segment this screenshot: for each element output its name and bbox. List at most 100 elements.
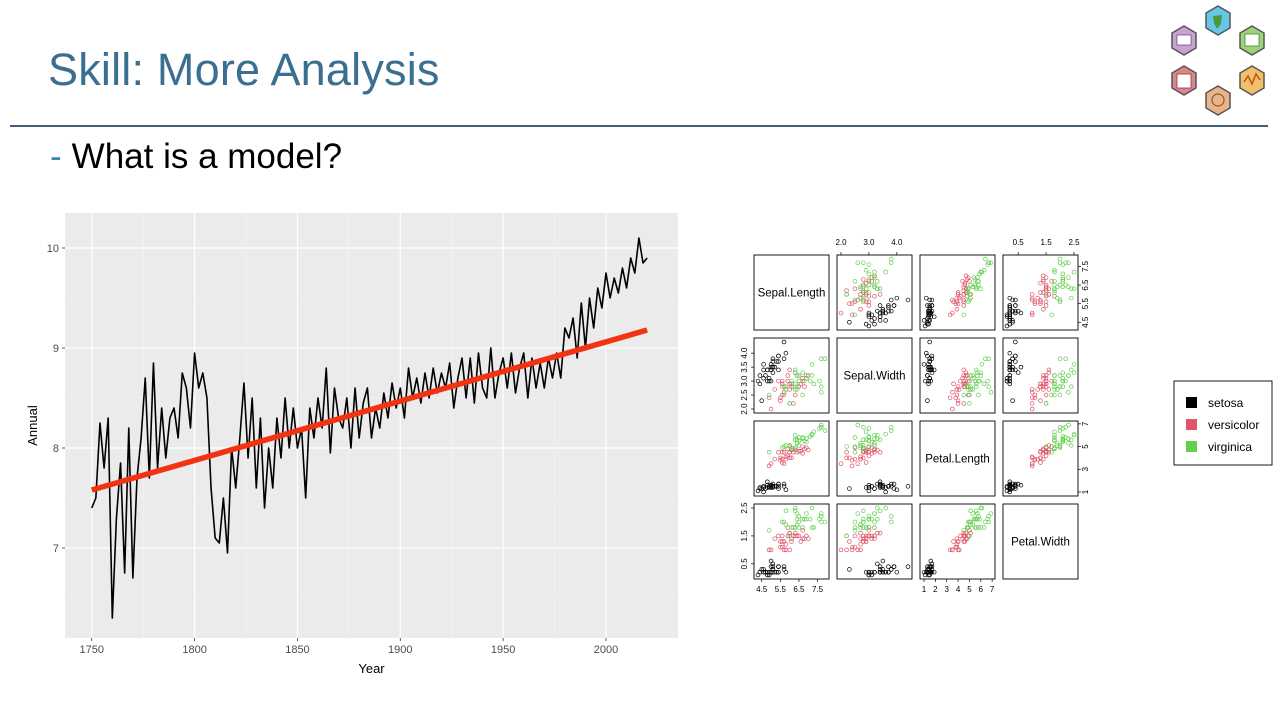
scatter-point-virginica [866, 435, 872, 440]
scatter-point-setosa [1010, 297, 1015, 303]
scatter-point-virginica [866, 262, 872, 267]
scatter-point-setosa [924, 295, 929, 301]
scatter-point-virginica [819, 422, 824, 428]
scatter-point-setosa [1010, 367, 1015, 373]
scatter-point-virginica [1068, 437, 1074, 443]
scatter-point-virginica [1063, 356, 1068, 362]
scatter-point-virginica [817, 378, 822, 384]
scatter-point-versicolor [961, 373, 966, 378]
scatter-point-versicolor [950, 390, 955, 395]
scatter-point-versicolor [869, 533, 874, 539]
scatter-point-virginica [852, 528, 858, 533]
scatter-point-virginica [988, 260, 994, 265]
scatter-point-setosa [761, 362, 766, 367]
scatter-point-versicolor [785, 373, 791, 378]
scatter-point-setosa [1015, 481, 1021, 487]
scatter-point-virginica [1057, 425, 1063, 430]
scatter-point-setosa [847, 567, 852, 572]
scatter-point-versicolor [1041, 446, 1046, 452]
scatter-point-versicolor [778, 395, 783, 401]
scatter-point-setosa [1013, 297, 1018, 303]
scatter-point-versicolor [961, 530, 966, 536]
scatter-point-versicolor [863, 539, 869, 544]
scatter-point-setosa [866, 485, 872, 490]
scatter-point-virginica [852, 450, 858, 455]
scatter-point-setosa [766, 378, 772, 384]
scatter-point-setosa [925, 321, 930, 327]
scatter-point-virginica [852, 525, 858, 530]
scatter-point-virginica [1068, 384, 1074, 389]
scatter-point-versicolor [877, 530, 883, 536]
scatter-point-versicolor [1038, 299, 1043, 305]
axis-tick-label: 3 [1081, 467, 1090, 472]
annual-temperature-line [91, 237, 648, 619]
scatter-point-virginica [973, 286, 979, 292]
scatter-point-virginica [866, 514, 872, 519]
scatter-point-setosa [1007, 479, 1013, 485]
scatter-point-virginica [1060, 376, 1066, 381]
scatter-point-virginica [804, 516, 809, 522]
scatter-point-virginica [1055, 440, 1060, 446]
scatter-point-virginica [866, 290, 872, 295]
scatter-point-setosa [847, 486, 852, 491]
scatter-point-virginica [863, 429, 869, 435]
scatter-point-virginica [970, 511, 976, 516]
scatter-point-versicolor [863, 536, 869, 541]
scatter-point-virginica [1060, 434, 1066, 439]
scatter-point-virginica [852, 519, 858, 525]
scatter-point-setosa [880, 567, 886, 572]
legend-label-virginica: virginica [1208, 440, 1252, 454]
scatter-point-virginica [811, 381, 817, 387]
scatter-point-virginica [976, 392, 981, 398]
scatter-point-versicolor [858, 456, 863, 462]
scatter-point-virginica [822, 428, 828, 433]
scatter-point-versicolor [1029, 401, 1035, 406]
scatter-point-virginica [889, 428, 894, 433]
scatter-point-virginica [1071, 269, 1077, 275]
scatter-point-virginica [872, 275, 877, 280]
scatter-point-setosa [768, 482, 774, 488]
scatter-point-versicolor [1029, 406, 1035, 412]
scatter-point-virginica [966, 299, 971, 305]
scatter-point-versicolor [1049, 279, 1054, 284]
scatter-point-versicolor [1041, 387, 1046, 392]
scatter-point-setosa [863, 485, 869, 490]
scatter-point-virginica [861, 425, 866, 430]
scatter-point-versicolor [778, 544, 783, 550]
scatter-point-virginica [966, 387, 971, 392]
scatter-point-virginica [973, 381, 979, 387]
panel-box [836, 254, 913, 331]
scatter-point-versicolor [844, 547, 849, 553]
scatter-point-versicolor [866, 303, 872, 308]
scatter-point-setosa [877, 567, 883, 572]
scatter-point-virginica [872, 436, 877, 441]
scatter-point-setosa [877, 482, 883, 488]
scatter-point-setosa [886, 569, 891, 575]
scatter-point-setosa [774, 359, 779, 364]
scatter-point-setosa [761, 567, 766, 572]
panel-box [1002, 254, 1079, 331]
scatter-point-setosa [1007, 364, 1013, 370]
scatter-point-versicolor [1046, 370, 1052, 375]
scatter-point-virginica [1057, 445, 1063, 450]
scatter-point-setosa [759, 398, 764, 403]
scatter-point-versicolor [1043, 376, 1049, 381]
scatter-point-setosa [927, 567, 932, 572]
scatter-point-setosa [783, 350, 789, 356]
scatter-point-virginica [852, 435, 858, 440]
scatter-point-versicolor [1038, 398, 1043, 403]
scatter-point-versicolor [766, 395, 772, 401]
scatter-point-versicolor [1043, 381, 1049, 387]
scatter-point-virginica [852, 279, 858, 284]
scatter-point-virginica [977, 516, 982, 522]
scatter-point-setosa [883, 318, 888, 323]
scatter-point-setosa [891, 564, 897, 569]
scatter-point-virginica [866, 271, 872, 277]
scatter-point-versicolor [1038, 448, 1043, 454]
scatter-point-versicolor [968, 530, 973, 536]
scatter-point-virginica [1055, 443, 1060, 448]
scatter-point-setosa [872, 321, 877, 327]
scatter-point-versicolor [766, 547, 772, 553]
scatter-point-setosa [926, 572, 931, 578]
scatter-point-virginica [976, 378, 981, 384]
